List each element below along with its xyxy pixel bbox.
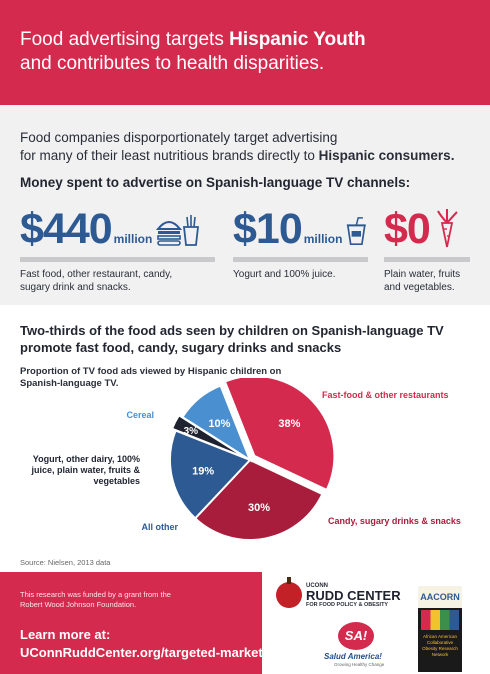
logo-area: UCONN RUDD CENTER FOR FOOD POLICY & OBES…: [262, 572, 490, 674]
header-banner: Food advertising targets Hispanic Youth …: [0, 0, 490, 105]
pie-heading-line-1: Two-thirds of the food ads seen by child…: [20, 323, 444, 338]
stat-yogurt-juice: $10 million Yogurt and 100% juice.: [233, 203, 368, 281]
apple-icon: [276, 577, 302, 608]
rudd-subtitle: FOR FOOD POLICY & OBESITY: [306, 601, 389, 608]
carrot-icon: [436, 209, 458, 248]
slice-percent-label: 30%: [248, 502, 270, 514]
pie-heading: Two-thirds of the food ads seen by child…: [20, 322, 480, 356]
stat-desc-line-2: and vegetables.: [384, 282, 455, 293]
slice-cereal: [181, 384, 253, 463]
stat-description: Plain water, fruits and vegetables.: [384, 268, 470, 294]
funding-line-1: This research was funded by a grant from…: [20, 590, 171, 599]
slice-percent-label: 10%: [208, 418, 230, 430]
slice-category-label: Yogurt, other dairy, 100% juice, plain wa…: [30, 454, 140, 486]
stat-desc-line-1: Yogurt and 100% juice.: [233, 269, 336, 280]
rudd-uconn: UCONN: [306, 582, 328, 589]
slice-percent-label: 19%: [192, 465, 214, 477]
intro-highlight: Hispanic consumers.: [318, 148, 455, 163]
aacorn-logo[interactable]: AACORN African American Collaborative Ob…: [418, 586, 462, 672]
slice-fast-food: [223, 378, 336, 492]
stat-amount: $0: [384, 205, 431, 253]
stat-amount: $440: [20, 205, 113, 253]
stat-unit: million: [113, 232, 153, 246]
slice-yogurt-dairy-juice: [170, 413, 247, 460]
stat-description: Yogurt and 100% juice.: [233, 268, 368, 281]
pie-chart: 38% Fast-food & other restaurants 30% Candy…: [30, 378, 461, 541]
stat-row: $10 million: [233, 203, 368, 251]
stat-row: $0: [384, 203, 470, 251]
header-line-2: and contributes to health disparities.: [20, 53, 325, 74]
pie-heading-line-2: promote fast food, candy, sugary drinks …: [20, 340, 342, 355]
stat-desc-line-2: sugary drink and snacks.: [20, 282, 131, 293]
salud-america-badge[interactable]: SA!: [338, 622, 374, 650]
funding-line-2: Robert Wood Johnson Foundation.: [20, 600, 137, 609]
rudd-name: RUDD CENTER: [306, 587, 401, 603]
stat-row: $440 million: [20, 203, 215, 251]
slice-category-label: Candy, sugary drinks & snacks: [328, 516, 461, 526]
header-line-1: Food advertising targets Hispanic Youth: [20, 28, 490, 52]
stat-description: Fast food, other restaurant, candy, suga…: [20, 268, 215, 294]
rudd-center-logo[interactable]: UCONN RUDD CENTER FOR FOOD POLICY & OBES…: [276, 577, 401, 608]
stat-amount: $10: [233, 205, 303, 253]
stat-unit: million: [303, 232, 343, 246]
juice-cup-icon: [347, 217, 367, 246]
slice-percent-label: 38%: [278, 418, 300, 430]
stat-fast-food: $440 million Fast food, other restaurant…: [20, 203, 215, 294]
pie-subtitle-line-2: Spanish-language TV.: [20, 378, 119, 389]
slice-percent-label: 3%: [184, 426, 199, 437]
stat-desc-line-1: Fast food, other restaurant, candy,: [20, 269, 173, 280]
stat-divider: [384, 257, 470, 262]
source-note: Source: Nielsen, 2013 data: [20, 558, 111, 567]
aacorn-wordmark: AACORN: [418, 586, 462, 608]
intro-line-2-text: for many of their least nutritious brand…: [20, 148, 319, 163]
pie-subtitle: Proportion of TV food ads viewed by Hisp…: [20, 366, 300, 390]
learn-more-label: Learn more at:: [20, 627, 111, 642]
rudd-text: UCONN RUDD CENTER FOR FOOD POLICY & OBES…: [306, 583, 401, 608]
slice-category-label: Cereal: [126, 410, 154, 420]
stat-divider: [20, 257, 215, 262]
funding-note: This research was funded by a grant from…: [20, 590, 180, 610]
stat-water-fruit: $0 Plain water, fruits and vegetables.: [384, 203, 470, 294]
aacorn-graphic: [421, 610, 459, 630]
stat-desc-line-1: Plain water, fruits: [384, 269, 461, 280]
slice-category-label: Fast-food & other restaurants: [322, 390, 449, 400]
intro-line-2: for many of their least nutritious brand…: [20, 147, 454, 165]
money-heading: Money spent to advertise on Spanish-lang…: [20, 175, 411, 190]
learn-more-link[interactable]: UConnRuddCenter.org/targeted-marketing: [20, 645, 283, 660]
aacorn-name: African American Collaborative Obesity R…: [422, 634, 458, 657]
burger-fries-icon: [156, 215, 200, 246]
salud-america-name: Salud America!: [324, 652, 382, 661]
slice-candy-drinks-snacks: [193, 458, 324, 541]
header-highlight: Hispanic Youth: [229, 29, 366, 50]
stat-divider: [233, 257, 368, 262]
intro-lead: Food companies disporportionately target…: [20, 129, 454, 165]
salud-america-tagline: Growing Healthy Change: [334, 662, 385, 667]
header-text: Food advertising targets: [20, 29, 230, 50]
intro-line-1: Food companies disporportionately target…: [20, 130, 338, 145]
slice-category-label: All other: [141, 522, 178, 532]
intro-panel: Food companies disporportionately target…: [0, 105, 490, 305]
pie-subtitle-line-1: Proportion of TV food ads viewed by Hisp…: [20, 366, 282, 377]
